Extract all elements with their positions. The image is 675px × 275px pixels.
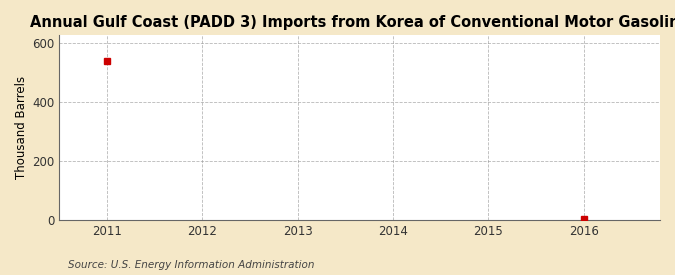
Title: Annual Gulf Coast (PADD 3) Imports from Korea of Conventional Motor Gasoline: Annual Gulf Coast (PADD 3) Imports from … bbox=[30, 15, 675, 30]
Y-axis label: Thousand Barrels: Thousand Barrels bbox=[15, 76, 28, 179]
Text: Source: U.S. Energy Information Administration: Source: U.S. Energy Information Administ… bbox=[68, 260, 314, 270]
